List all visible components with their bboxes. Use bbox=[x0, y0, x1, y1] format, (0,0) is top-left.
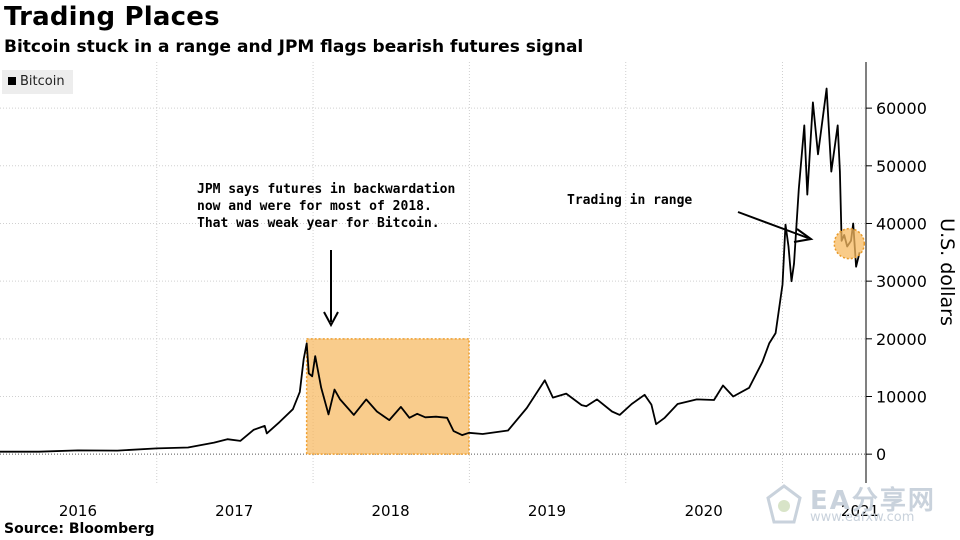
jpm-annotation-line-3: That was weak year for Bitcoin. bbox=[197, 216, 440, 231]
chart-title: Trading Places bbox=[4, 2, 220, 32]
x-axis-ticks: 2016 2017 2018 2019 2020 2021 bbox=[59, 502, 879, 520]
y-tick-label-0: 0 bbox=[876, 445, 886, 464]
watermark-url: www.eafxw.com bbox=[810, 510, 915, 525]
trading-range-arrow bbox=[737, 211, 814, 243]
jpm-annotation-line-1: JPM says futures in backwardation bbox=[197, 182, 455, 197]
legend: Bitcoin bbox=[2, 70, 73, 94]
x-tick-label-2016: 2016 bbox=[59, 502, 97, 520]
y-tick-label-10000: 10000 bbox=[876, 387, 927, 406]
legend-swatch-bitcoin bbox=[8, 77, 16, 85]
y-tick-label-20000: 20000 bbox=[876, 330, 927, 349]
bitcoin-price-line bbox=[0, 87, 861, 453]
watermark: EA分享网 www.eafxw.com bbox=[760, 480, 960, 530]
trading-range-highlight-circle bbox=[833, 227, 866, 260]
y-axis-ticks: 0 10000 20000 30000 40000 50000 60000 bbox=[866, 99, 927, 464]
x-tick-label-2017: 2017 bbox=[215, 502, 253, 520]
chart-subtitle: Bitcoin stuck in a range and JPM flags b… bbox=[4, 37, 584, 57]
source-note: Source: Bloomberg bbox=[4, 521, 155, 537]
y-tick-label-30000: 30000 bbox=[876, 272, 927, 291]
watermark-logo-icon bbox=[766, 484, 802, 524]
jpm-annotation: JPM says futures in backwardation now an… bbox=[197, 182, 455, 231]
jpm-annotation-line-2: now and were for most of 2018. bbox=[197, 199, 432, 214]
highlight-2018-box bbox=[305, 338, 470, 455]
x-tick-label-2021: 2021 bbox=[841, 502, 879, 520]
x-tick-label-2018: 2018 bbox=[372, 502, 410, 520]
y-tick-label-50000: 50000 bbox=[876, 157, 927, 176]
x-tick-label-2019: 2019 bbox=[528, 502, 566, 520]
vertical-gridlines bbox=[156, 62, 783, 483]
jpm-arrow bbox=[323, 250, 339, 328]
y-tick-label-60000: 60000 bbox=[876, 99, 927, 118]
trading-range-annotation: Trading in range bbox=[567, 193, 692, 208]
watermark-name: EA分享网 bbox=[810, 486, 936, 516]
y-tick-label-40000: 40000 bbox=[876, 214, 927, 233]
legend-label-bitcoin: Bitcoin bbox=[20, 74, 65, 89]
y-axis-label: U.S. dollars bbox=[936, 218, 958, 326]
x-tick-label-2020: 2020 bbox=[685, 502, 723, 520]
